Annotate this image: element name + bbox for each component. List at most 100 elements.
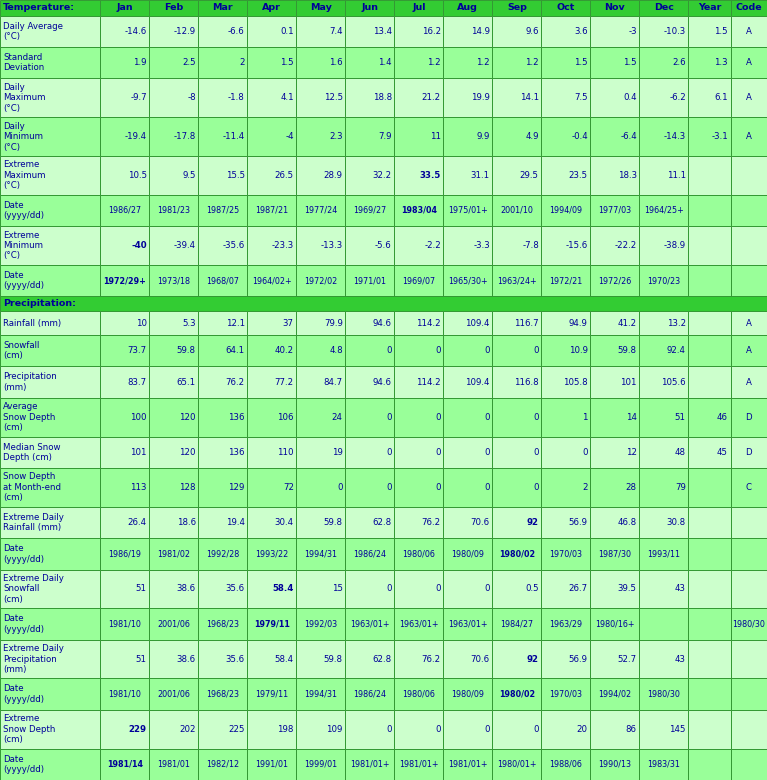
Text: -6.2: -6.2 [669,94,686,102]
Bar [199,195,247,226]
Bar [640,156,688,195]
Bar [296,569,345,608]
Bar [296,16,345,47]
Text: -22.2: -22.2 [614,241,637,250]
Text: 0: 0 [436,483,441,492]
Bar [640,608,688,640]
Bar [247,156,296,195]
Bar [100,335,150,367]
Text: Median Snow
Depth (cm): Median Snow Depth (cm) [3,442,61,462]
Text: 1981/02: 1981/02 [157,549,190,558]
Bar [0,79,100,117]
Bar [345,156,394,195]
Text: 1977/03: 1977/03 [598,206,631,215]
Bar [100,79,150,117]
Text: Jul: Jul [412,3,426,12]
Text: -17.8: -17.8 [173,132,196,141]
Bar [492,195,542,226]
Text: 1977/24: 1977/24 [304,206,337,215]
Bar [296,538,345,569]
Bar [492,507,542,538]
Text: A: A [746,27,752,36]
Bar [730,640,767,679]
Text: 70.6: 70.6 [471,518,490,527]
Bar [730,538,767,569]
Bar [296,749,345,780]
Bar [443,156,492,195]
Bar [199,640,247,679]
Bar [542,0,591,16]
Bar [640,79,688,117]
Text: 24: 24 [332,413,343,422]
Text: 120: 120 [179,413,196,422]
Text: -8: -8 [187,94,196,102]
Text: 225: 225 [229,725,245,734]
Bar [247,608,296,640]
Bar [150,195,199,226]
Text: 10.5: 10.5 [127,171,146,180]
Text: -13.3: -13.3 [321,241,343,250]
Text: 7.4: 7.4 [329,27,343,36]
Bar [150,608,199,640]
Text: 1970/23: 1970/23 [647,276,680,285]
Text: -14.3: -14.3 [663,132,686,141]
Text: 1987/30: 1987/30 [598,549,631,558]
Text: Aug: Aug [457,3,479,12]
Bar [150,367,199,398]
Text: Date
(yyyy/dd): Date (yyyy/dd) [3,754,44,774]
Bar [730,195,767,226]
Text: Jun: Jun [361,3,378,12]
Text: 0: 0 [387,448,392,457]
Text: Year: Year [698,3,721,12]
Text: 56.9: 56.9 [569,518,588,527]
Text: A: A [746,132,752,141]
Bar [591,538,640,569]
Bar [591,437,640,468]
Bar [150,507,199,538]
Bar [150,47,199,79]
Bar [591,335,640,367]
Bar [199,749,247,780]
Text: Feb: Feb [164,3,183,12]
Bar [730,0,767,16]
Bar [688,0,730,16]
Text: Daily Average
(°C): Daily Average (°C) [3,22,63,41]
Text: 84.7: 84.7 [324,378,343,387]
Bar [0,296,767,311]
Bar [345,507,394,538]
Text: 1981/14: 1981/14 [107,760,143,769]
Text: 76.2: 76.2 [225,378,245,387]
Bar [688,468,730,507]
Bar [345,265,394,296]
Text: 1965/30+: 1965/30+ [448,276,488,285]
Bar [199,608,247,640]
Bar [247,311,296,335]
Bar [730,265,767,296]
Bar [345,640,394,679]
Bar [199,311,247,335]
Bar [542,265,591,296]
Bar [247,16,296,47]
Bar [100,608,150,640]
Bar [394,226,443,265]
Bar [150,569,199,608]
Bar [296,468,345,507]
Text: -39.4: -39.4 [173,241,196,250]
Bar [492,79,542,117]
Text: 1.9: 1.9 [133,58,146,67]
Bar [199,226,247,265]
Bar [100,640,150,679]
Bar [443,195,492,226]
Text: 4.8: 4.8 [329,346,343,355]
Text: 23.5: 23.5 [568,171,588,180]
Bar [688,749,730,780]
Bar [0,710,100,749]
Text: 58.4: 58.4 [272,584,294,594]
Bar [0,117,100,156]
Text: Snow Depth
at Month-end
(cm): Snow Depth at Month-end (cm) [3,473,61,502]
Bar [591,398,640,437]
Text: -0.4: -0.4 [571,132,588,141]
Bar [542,398,591,437]
Bar [150,640,199,679]
Bar [199,507,247,538]
